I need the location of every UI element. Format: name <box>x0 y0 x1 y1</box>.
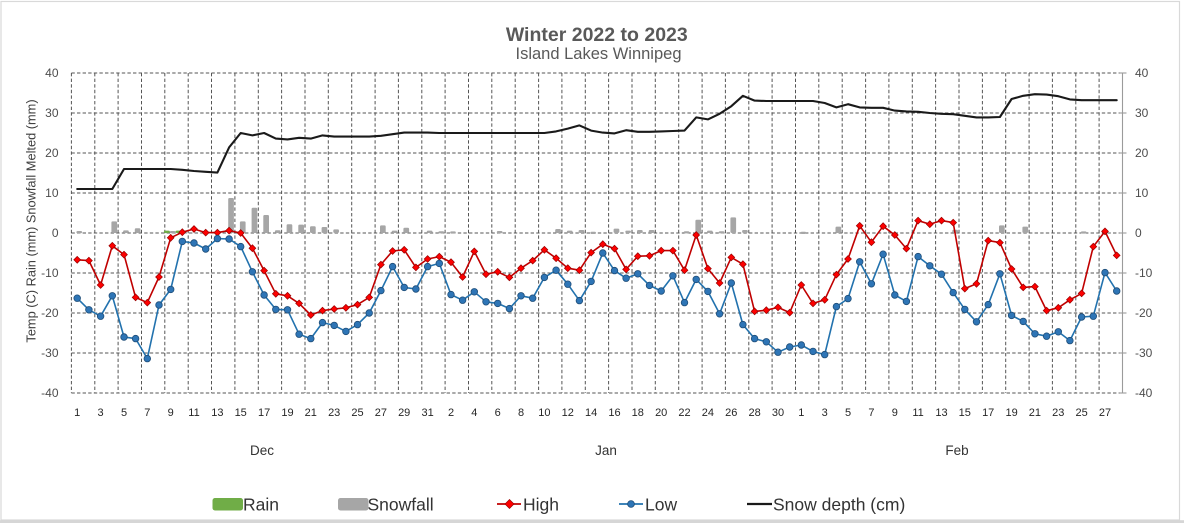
svg-text:19: 19 <box>1005 407 1017 419</box>
svg-text:Jan: Jan <box>595 443 617 458</box>
svg-text:24: 24 <box>702 407 714 419</box>
svg-text:23: 23 <box>1052 407 1064 419</box>
svg-text:10: 10 <box>538 407 550 419</box>
svg-text:21: 21 <box>1029 407 1041 419</box>
svg-text:High: High <box>523 495 559 515</box>
svg-text:-20: -20 <box>41 306 59 320</box>
svg-text:30: 30 <box>45 106 59 120</box>
svg-text:-20: -20 <box>1135 306 1153 320</box>
svg-text:7: 7 <box>144 407 150 419</box>
svg-text:Winter 2022 to 2023: Winter 2022 to 2023 <box>506 24 688 46</box>
svg-text:9: 9 <box>168 407 174 419</box>
svg-text:8: 8 <box>518 407 524 419</box>
svg-text:5: 5 <box>845 407 851 419</box>
svg-text:10: 10 <box>1135 186 1149 200</box>
svg-text:27: 27 <box>1099 407 1111 419</box>
svg-text:3: 3 <box>98 407 104 419</box>
svg-text:17: 17 <box>258 407 270 419</box>
svg-text:3: 3 <box>822 407 828 419</box>
svg-text:-30: -30 <box>1135 346 1153 360</box>
svg-text:Dec: Dec <box>250 443 274 458</box>
svg-text:7: 7 <box>868 407 874 419</box>
svg-text:-10: -10 <box>41 266 59 280</box>
svg-text:-40: -40 <box>1135 386 1153 400</box>
svg-text:13: 13 <box>211 407 223 419</box>
svg-text:19: 19 <box>281 407 293 419</box>
svg-text:15: 15 <box>959 407 971 419</box>
svg-text:15: 15 <box>235 407 247 419</box>
svg-text:-30: -30 <box>41 346 59 360</box>
svg-text:Island Lakes Winnipeg: Island Lakes Winnipeg <box>515 45 681 63</box>
svg-text:29: 29 <box>398 407 410 419</box>
svg-text:-40: -40 <box>41 386 59 400</box>
svg-text:0: 0 <box>1135 226 1142 240</box>
svg-text:Feb: Feb <box>945 443 968 458</box>
svg-text:17: 17 <box>982 407 994 419</box>
svg-text:1: 1 <box>74 407 80 419</box>
svg-text:21: 21 <box>305 407 317 419</box>
svg-text:12: 12 <box>562 407 574 419</box>
svg-text:31: 31 <box>421 407 433 419</box>
svg-text:20: 20 <box>1135 146 1149 160</box>
svg-text:0: 0 <box>52 226 59 240</box>
svg-text:4: 4 <box>471 407 477 419</box>
svg-text:25: 25 <box>1075 407 1087 419</box>
svg-text:Snowfall: Snowfall <box>368 495 434 515</box>
svg-text:6: 6 <box>495 407 501 419</box>
svg-text:20: 20 <box>655 407 667 419</box>
svg-text:Rain: Rain <box>243 495 279 515</box>
svg-text:23: 23 <box>328 407 340 419</box>
svg-text:40: 40 <box>45 66 59 80</box>
svg-text:Snow depth (cm): Snow depth (cm) <box>773 495 905 515</box>
svg-text:25: 25 <box>351 407 363 419</box>
svg-text:26: 26 <box>725 407 737 419</box>
svg-text:30: 30 <box>1135 106 1149 120</box>
svg-text:22: 22 <box>678 407 690 419</box>
svg-text:11: 11 <box>188 407 199 419</box>
svg-text:-10: -10 <box>1135 266 1153 280</box>
svg-text:11: 11 <box>912 407 923 419</box>
svg-text:5: 5 <box>121 407 127 419</box>
svg-text:16: 16 <box>608 407 620 419</box>
svg-text:14: 14 <box>585 407 597 419</box>
svg-text:30: 30 <box>772 407 784 419</box>
svg-text:18: 18 <box>632 407 644 419</box>
svg-text:1: 1 <box>798 407 804 419</box>
svg-text:Low: Low <box>645 495 677 515</box>
svg-text:28: 28 <box>748 407 760 419</box>
svg-text:27: 27 <box>375 407 387 419</box>
svg-text:2: 2 <box>448 407 454 419</box>
svg-text:20: 20 <box>45 146 59 160</box>
svg-text:40: 40 <box>1135 66 1149 80</box>
svg-text:10: 10 <box>45 186 59 200</box>
svg-text:13: 13 <box>935 407 947 419</box>
svg-text:Temp (C) Rain (mm) Snowfall Me: Temp (C) Rain (mm) Snowfall Melted (mm) <box>24 99 39 342</box>
svg-text:9: 9 <box>892 407 898 419</box>
